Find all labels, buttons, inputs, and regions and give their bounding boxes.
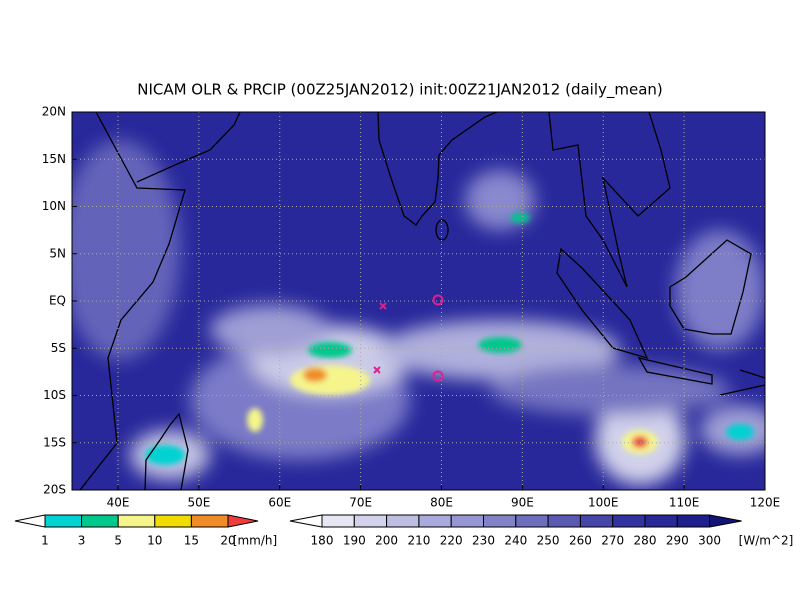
colorbar-label: 180: [311, 534, 334, 548]
colorbar-unit: [mm/h]: [233, 534, 277, 548]
colorbar-label: 10: [147, 534, 162, 548]
lon-label: 120E: [750, 496, 781, 510]
colorbar-label: 250: [537, 534, 560, 548]
storm-markers: [373, 294, 444, 382]
colorbar-label: 15: [184, 534, 199, 548]
colorbar-label: 210: [407, 534, 430, 548]
colorbar-box: [190, 514, 229, 528]
map-field: [72, 112, 765, 490]
lat-label: EQ: [49, 294, 66, 308]
colorbar-box: [483, 514, 517, 528]
colorbar-label: 5: [114, 534, 122, 548]
colorbar-box: [515, 514, 549, 528]
lat-label: 15S: [43, 435, 66, 449]
colorbar-end: [14, 514, 46, 528]
colorbar-label: 1: [41, 534, 49, 548]
colorbar-label: 200: [375, 534, 398, 548]
colorbar-label: 300: [698, 534, 721, 548]
colorbar-box: [117, 514, 156, 528]
colorbar-box: [612, 514, 646, 528]
map-title: NICAM OLR & PRCIP (00Z25JAN2012) init:00…: [137, 81, 663, 100]
colorbar-label: 260: [569, 534, 592, 548]
lat-label: 5N: [49, 246, 66, 260]
colorbar-unit: [W/m^2]: [739, 534, 794, 548]
lon-label: 60E: [268, 496, 291, 510]
lon-label: 70E: [349, 496, 372, 510]
colorbar-label: 190: [343, 534, 366, 548]
colorbar-box: [154, 514, 192, 528]
colorbar-label: 240: [504, 534, 527, 548]
lon-label: 110E: [669, 496, 700, 510]
lon-label: 40E: [107, 496, 130, 510]
lat-label: 10N: [42, 199, 66, 213]
lon-label: 90E: [511, 496, 534, 510]
lon-label: 50E: [187, 496, 210, 510]
colorbar-box: [353, 514, 388, 528]
colorbar-box: [81, 514, 119, 528]
colorbar-box: [418, 514, 452, 528]
lon-label: 80E: [430, 496, 453, 510]
colorbar-label: 3: [78, 534, 86, 548]
lon-label: 100E: [588, 496, 619, 510]
colorbar-box: [450, 514, 485, 528]
colorbar-label: 20: [220, 534, 235, 548]
lat-label: 20S: [43, 483, 66, 497]
lat-label: 20N: [42, 105, 66, 119]
colorbar-box: [321, 514, 355, 528]
colorbar-label: 220: [440, 534, 463, 548]
colorbar-box: [676, 514, 711, 528]
lat-label: 15N: [42, 152, 66, 166]
colorbar-end: [709, 514, 742, 528]
colorbar-box: [644, 514, 678, 528]
colorbar-label: 270: [601, 534, 624, 548]
colorbar-end: [227, 514, 259, 528]
lat-label: 5S: [51, 341, 66, 355]
colorbar-label: 290: [666, 534, 689, 548]
colorbar-label: 230: [472, 534, 495, 548]
colorbar-box: [386, 514, 420, 528]
lat-label: 10S: [43, 388, 66, 402]
colorbar-label: 280: [634, 534, 657, 548]
colorbar-end: [289, 514, 323, 528]
colorbar-box: [547, 514, 581, 528]
colorbar-box: [44, 514, 83, 528]
colorbar-box: [579, 514, 614, 528]
